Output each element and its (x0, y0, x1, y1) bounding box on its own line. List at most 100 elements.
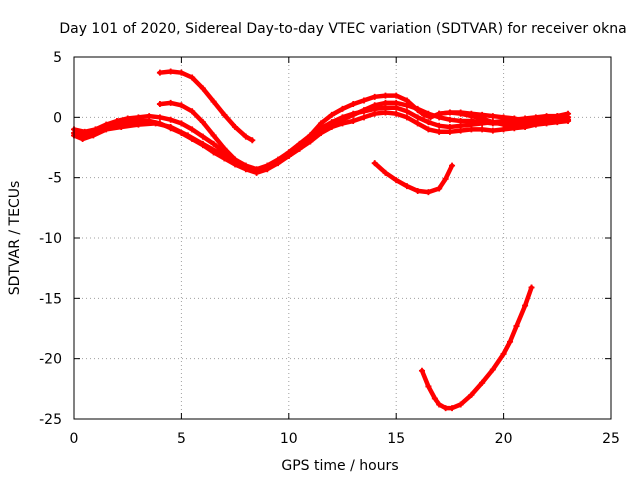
data-point (167, 116, 174, 123)
data-point (436, 185, 443, 192)
data-point (421, 111, 428, 118)
data-point (189, 126, 196, 133)
data-point (382, 92, 389, 99)
data-point (339, 105, 346, 112)
data-point (328, 111, 335, 118)
x-tick-label: 5 (177, 431, 186, 447)
series-arc-16-21 (418, 284, 535, 412)
data-point (414, 187, 421, 194)
data-point (403, 114, 410, 121)
data-point (199, 119, 206, 126)
data-point (446, 123, 453, 130)
data-point (124, 119, 131, 126)
data-point (425, 189, 432, 196)
data-point (522, 302, 529, 309)
data-point (403, 108, 410, 115)
data-point (414, 120, 421, 127)
y-tick-label: -20 (39, 352, 62, 368)
data-point (167, 68, 174, 75)
x-tick-label: 10 (280, 431, 298, 447)
data-point (318, 120, 325, 127)
data-point (242, 165, 249, 172)
data-point (436, 110, 443, 117)
data-point (156, 120, 163, 127)
series-arc-high (71, 99, 572, 176)
x-tick-label: 0 (70, 431, 79, 447)
y-tick-label: -25 (39, 412, 62, 428)
data-point (360, 97, 367, 104)
data-point (457, 401, 464, 408)
data-point (393, 99, 400, 106)
data-point (403, 97, 410, 104)
data-point (442, 175, 449, 182)
data-point (489, 119, 496, 126)
data-point (457, 109, 464, 116)
data-point (500, 121, 507, 128)
data-point (511, 115, 518, 122)
data-point (178, 120, 185, 127)
data-point (199, 85, 206, 92)
data-point (135, 117, 142, 124)
data-point (221, 155, 228, 162)
data-point (221, 111, 228, 118)
data-point (500, 114, 507, 121)
data-point (210, 140, 217, 147)
y-tick-label: -5 (48, 171, 62, 187)
data-point (199, 142, 206, 149)
data-point (360, 107, 367, 114)
data-point (479, 379, 486, 386)
data-point (167, 99, 174, 106)
data-point (382, 99, 389, 106)
data-point (275, 160, 282, 167)
data-point (522, 117, 529, 124)
y-tick-label: -10 (39, 231, 62, 247)
data-point (156, 69, 163, 76)
data-point (189, 74, 196, 81)
data-point (232, 156, 239, 163)
data-point (457, 117, 464, 124)
data-point (449, 405, 456, 412)
data-point (167, 125, 174, 132)
data-point (210, 149, 217, 156)
tick-labels: 0 5 10 15 20 25 5 0 -5 -10 -15 -20 -25 (39, 50, 620, 447)
data-point (427, 114, 434, 121)
data-point (565, 116, 572, 123)
data-point (221, 145, 228, 152)
data-point (371, 93, 378, 100)
data-point (507, 338, 514, 345)
data-point (350, 117, 357, 124)
series-arc-4-8 (156, 68, 256, 144)
data-point (489, 366, 496, 373)
series-line (419, 285, 534, 411)
chart-title: Day 101 of 2020, Sidereal Day-to-day VTE… (59, 21, 626, 37)
data-point (449, 162, 456, 169)
data-point (199, 133, 206, 140)
data-point (81, 132, 88, 139)
data-point (360, 114, 367, 121)
data-point (403, 183, 410, 190)
data-point (210, 132, 217, 139)
y-tick-label: -15 (39, 291, 62, 307)
data-point (103, 125, 110, 132)
data-point (418, 367, 425, 374)
data-point (528, 284, 535, 291)
data-point (264, 166, 271, 173)
data-point (393, 177, 400, 184)
data-point (189, 108, 196, 115)
data-point (350, 101, 357, 108)
data-point (393, 110, 400, 117)
data-point (178, 69, 185, 76)
data-point (156, 114, 163, 121)
plot-frame (73, 56, 612, 420)
data-point (446, 109, 453, 116)
data-point (113, 121, 120, 128)
x-tick-label: 15 (387, 431, 405, 447)
data-point (253, 167, 260, 174)
data-point (554, 113, 561, 120)
data-point (371, 160, 378, 167)
data-point (442, 405, 449, 412)
data-point (489, 127, 496, 134)
data-point (436, 401, 443, 408)
series-tail-a (436, 109, 572, 124)
